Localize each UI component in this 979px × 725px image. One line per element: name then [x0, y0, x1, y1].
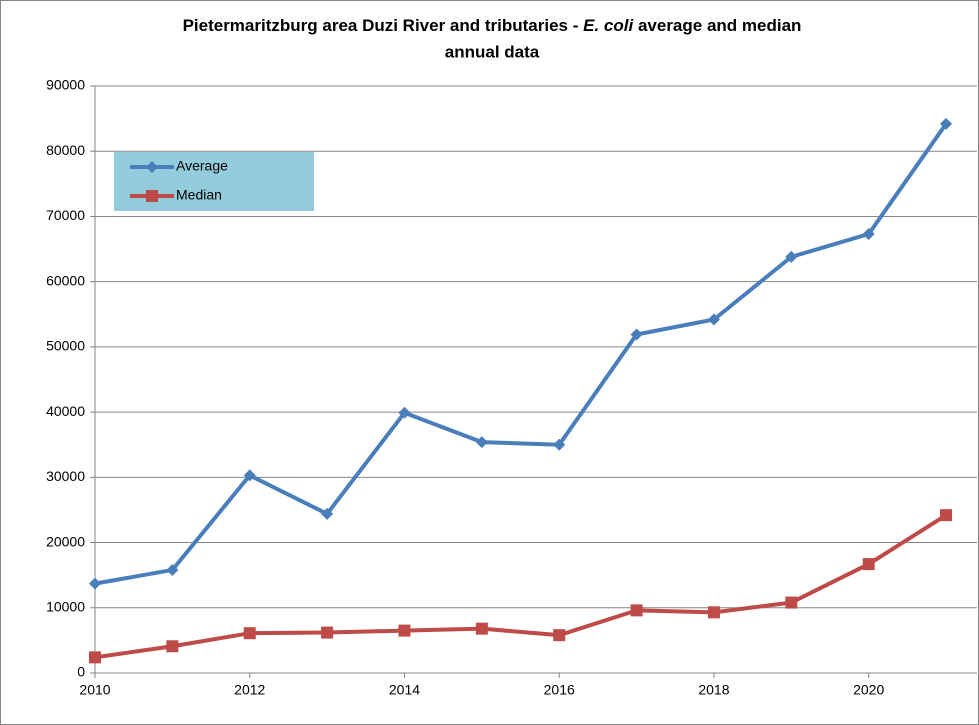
title-part: average and median: [638, 16, 801, 35]
y-tick-label: 50000: [46, 338, 85, 354]
marker: [475, 622, 488, 635]
x-tick-label: 2012: [234, 682, 265, 698]
y-tick-label: 10000: [46, 598, 85, 614]
marker: [940, 117, 953, 130]
legend-marker: [146, 161, 158, 173]
marker: [862, 228, 875, 241]
marker: [321, 626, 334, 639]
marker: [243, 627, 256, 640]
marker: [475, 436, 488, 449]
legend-marker: [146, 190, 158, 202]
y-tick-label: 80000: [46, 142, 85, 158]
series-line: [94, 122, 948, 586]
marker: [553, 629, 566, 642]
marker: [89, 651, 101, 664]
y-tick-label: 40000: [46, 403, 85, 419]
x-tick-label: 2018: [698, 682, 729, 698]
marker: [321, 507, 334, 520]
marker: [243, 469, 256, 482]
x-tick-label: 2016: [544, 682, 575, 698]
y-tick-label: 0: [77, 664, 85, 680]
marker: [707, 313, 720, 326]
y-tick-label: 90000: [46, 77, 85, 93]
marker: [553, 438, 566, 451]
marker: [785, 250, 798, 263]
title-part: Pietermaritzburg area Duzi River and tri…: [183, 16, 579, 35]
marker: [785, 596, 798, 609]
marker: [862, 558, 875, 571]
legend-label: Average: [176, 158, 228, 174]
legend-label: Median: [176, 187, 222, 203]
x-tick-label: 2020: [853, 682, 884, 698]
marker: [707, 606, 720, 619]
marker: [89, 577, 101, 590]
marker: [166, 563, 179, 576]
y-tick-label: 30000: [46, 468, 85, 484]
marker: [630, 328, 643, 341]
y-tick-label: 60000: [46, 272, 85, 288]
marker: [940, 509, 953, 522]
chart-title: annual data: [445, 42, 540, 61]
title-part: E. coli: [583, 16, 634, 35]
marker: [630, 604, 643, 617]
marker: [398, 624, 411, 637]
series-line: [94, 513, 948, 660]
y-tick-label: 20000: [46, 533, 85, 549]
y-tick-label: 70000: [46, 207, 85, 223]
marker: [398, 406, 411, 419]
x-tick-label: 2010: [79, 682, 110, 698]
marker: [166, 640, 179, 653]
chart-title: Pietermaritzburg area Duzi River and tri…: [183, 16, 802, 35]
x-tick-label: 2014: [389, 682, 420, 698]
